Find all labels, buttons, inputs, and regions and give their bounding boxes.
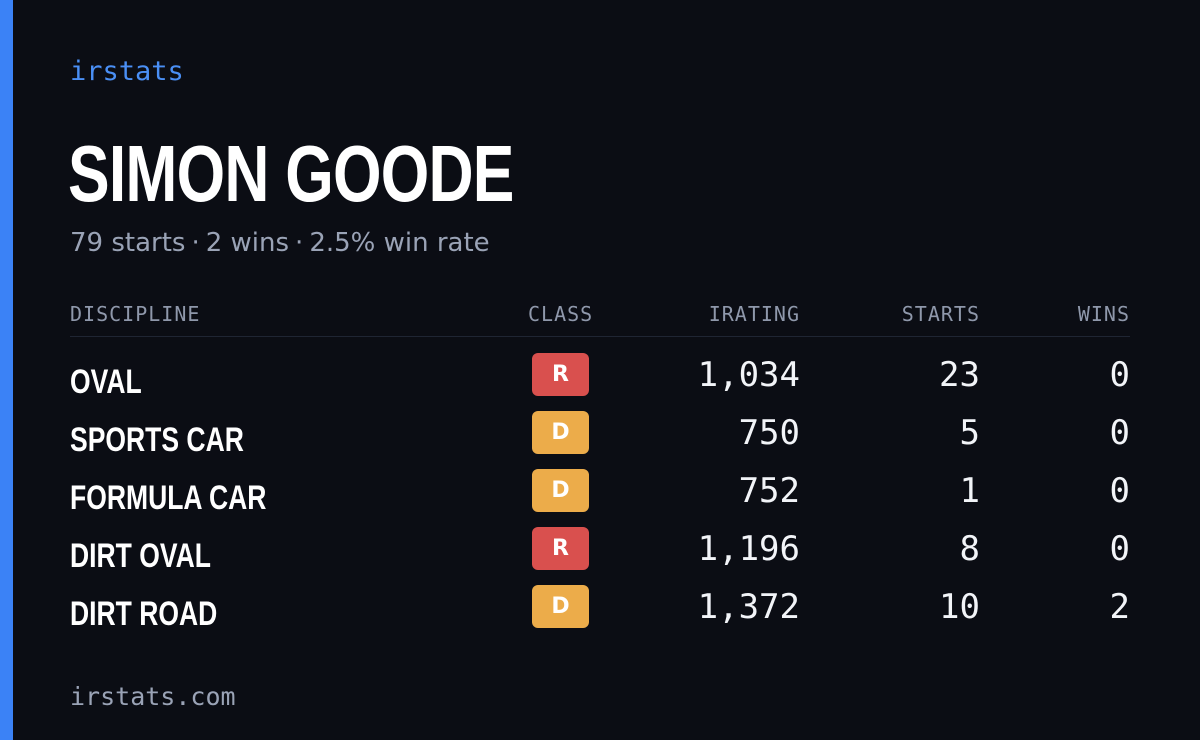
wins-summary: 2 wins: [205, 228, 290, 258]
table-row: DIRT OVAL R 1,196 8 0: [70, 527, 1130, 585]
driver-name: SIMON GOODE: [68, 129, 514, 218]
header-wins: WINS: [1077, 302, 1130, 326]
discipline-name: OVAL: [70, 363, 142, 401]
accent-bar: [0, 0, 13, 740]
starts-summary: 79 starts: [70, 228, 186, 258]
table-body: OVAL R 1,034 23 0 SPORTS CAR D 750 5 0 F…: [70, 353, 1130, 643]
separator-dot: ·: [191, 228, 200, 258]
starts-value: 23: [939, 355, 980, 395]
starts-value: 10: [939, 587, 980, 627]
discipline-name: DIRT ROAD: [70, 595, 218, 633]
header-class: CLASS: [528, 302, 594, 326]
class-badge: R: [532, 353, 589, 396]
wins-value: 0: [1109, 529, 1130, 569]
class-badge: D: [532, 411, 589, 454]
starts-value: 5: [959, 413, 980, 453]
driver-summary: 79 starts · 2 wins · 2.5% win rate: [70, 228, 490, 258]
irating-value: 1,034: [697, 355, 800, 395]
table-header: DISCIPLINE CLASS IRATING STARTS WINS: [70, 296, 1130, 337]
table-row: DIRT ROAD D 1,372 10 2: [70, 585, 1130, 643]
discipline-name: DIRT OVAL: [70, 537, 211, 575]
irating-value: 750: [738, 413, 800, 453]
header-discipline: DISCIPLINE: [70, 302, 201, 326]
irating-value: 1,372: [697, 587, 800, 627]
header-starts: STARTS: [901, 302, 980, 326]
brand-logo-text: irstats: [70, 56, 184, 87]
wins-value: 2: [1109, 587, 1130, 627]
table-row: OVAL R 1,034 23 0: [70, 353, 1130, 411]
discipline-name: SPORTS CAR: [70, 421, 244, 459]
irating-value: 752: [738, 471, 800, 511]
table-row: FORMULA CAR D 752 1 0: [70, 469, 1130, 527]
footer-url[interactable]: irstats.com: [70, 682, 236, 711]
wins-value: 0: [1109, 355, 1130, 395]
class-badge: R: [532, 527, 589, 570]
discipline-name: FORMULA CAR: [70, 479, 267, 517]
class-badge: D: [532, 469, 589, 512]
table-row: SPORTS CAR D 750 5 0: [70, 411, 1130, 469]
wins-value: 0: [1109, 413, 1130, 453]
class-badge: D: [532, 585, 589, 628]
wins-value: 0: [1109, 471, 1130, 511]
starts-value: 1: [959, 471, 980, 511]
starts-value: 8: [959, 529, 980, 569]
irating-value: 1,196: [697, 529, 800, 569]
header-irating: IRATING: [708, 302, 800, 326]
win-rate-summary: 2.5% win rate: [309, 228, 490, 258]
separator-dot: ·: [295, 228, 304, 258]
license-table: DISCIPLINE CLASS IRATING STARTS WINS OVA…: [70, 296, 1130, 633]
